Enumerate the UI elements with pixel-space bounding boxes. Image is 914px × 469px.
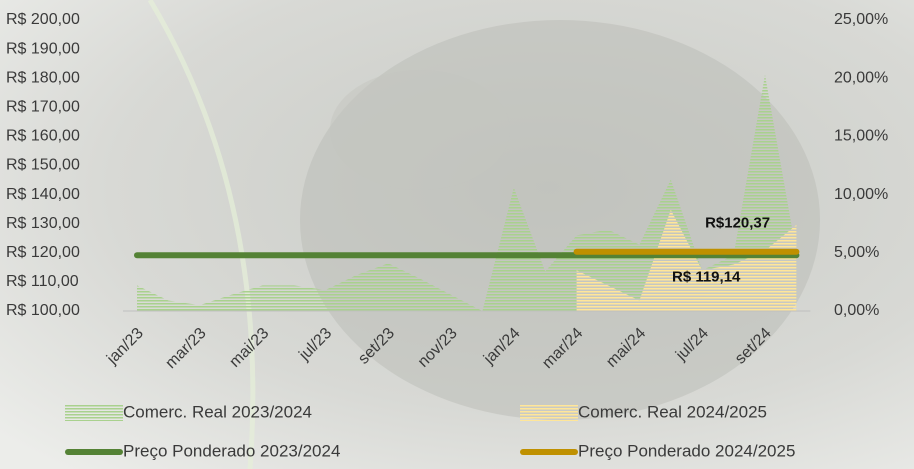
background-blur: [330, 70, 510, 190]
legend-label: Preço Ponderado 2023/2024: [123, 441, 340, 460]
y-tick-label: R$ 200,00: [6, 11, 80, 28]
y-tick-label: R$ 130,00: [6, 215, 80, 232]
data-label: R$ 119,14: [672, 268, 741, 285]
legend-swatch: [65, 405, 123, 421]
y-tick-label: R$ 150,00: [6, 157, 80, 174]
y-tick-label: R$ 180,00: [6, 69, 80, 86]
legend-label: Comerc. Real 2024/2025: [578, 402, 767, 421]
y-tick-label: R$ 110,00: [6, 273, 79, 290]
y-tick-label: R$ 190,00: [6, 40, 80, 57]
y2-tick-label: 15,00%: [834, 128, 888, 145]
y2-tick-label: 20,00%: [834, 69, 888, 86]
y2-tick-label: 0,00%: [834, 302, 879, 319]
data-label: R$120,37: [705, 215, 770, 232]
y-tick-label: R$ 170,00: [6, 99, 80, 116]
y-tick-label: R$ 160,00: [6, 128, 80, 145]
legend-swatch: [520, 405, 578, 421]
y2-tick-label: 10,00%: [834, 186, 888, 203]
y-tick-label: R$ 120,00: [6, 244, 80, 261]
y-tick-label: R$ 100,00: [6, 302, 80, 319]
y2-tick-label: 25,00%: [834, 11, 888, 28]
legend-label: Preço Ponderado 2024/2025: [578, 441, 795, 460]
y2-tick-label: 5,00%: [834, 244, 879, 261]
y-tick-label: R$ 140,00: [6, 186, 80, 203]
chart: R$ 100,00 R$ 110,00 R$ 120,00 R$ 130,00 R$ 1…: [0, 0, 914, 469]
legend-label: Comerc. Real 2023/2024: [123, 402, 312, 421]
page: R$ 100,00 R$ 110,00 R$ 120,00 R$ 130,00 R$ 1…: [0, 0, 914, 469]
